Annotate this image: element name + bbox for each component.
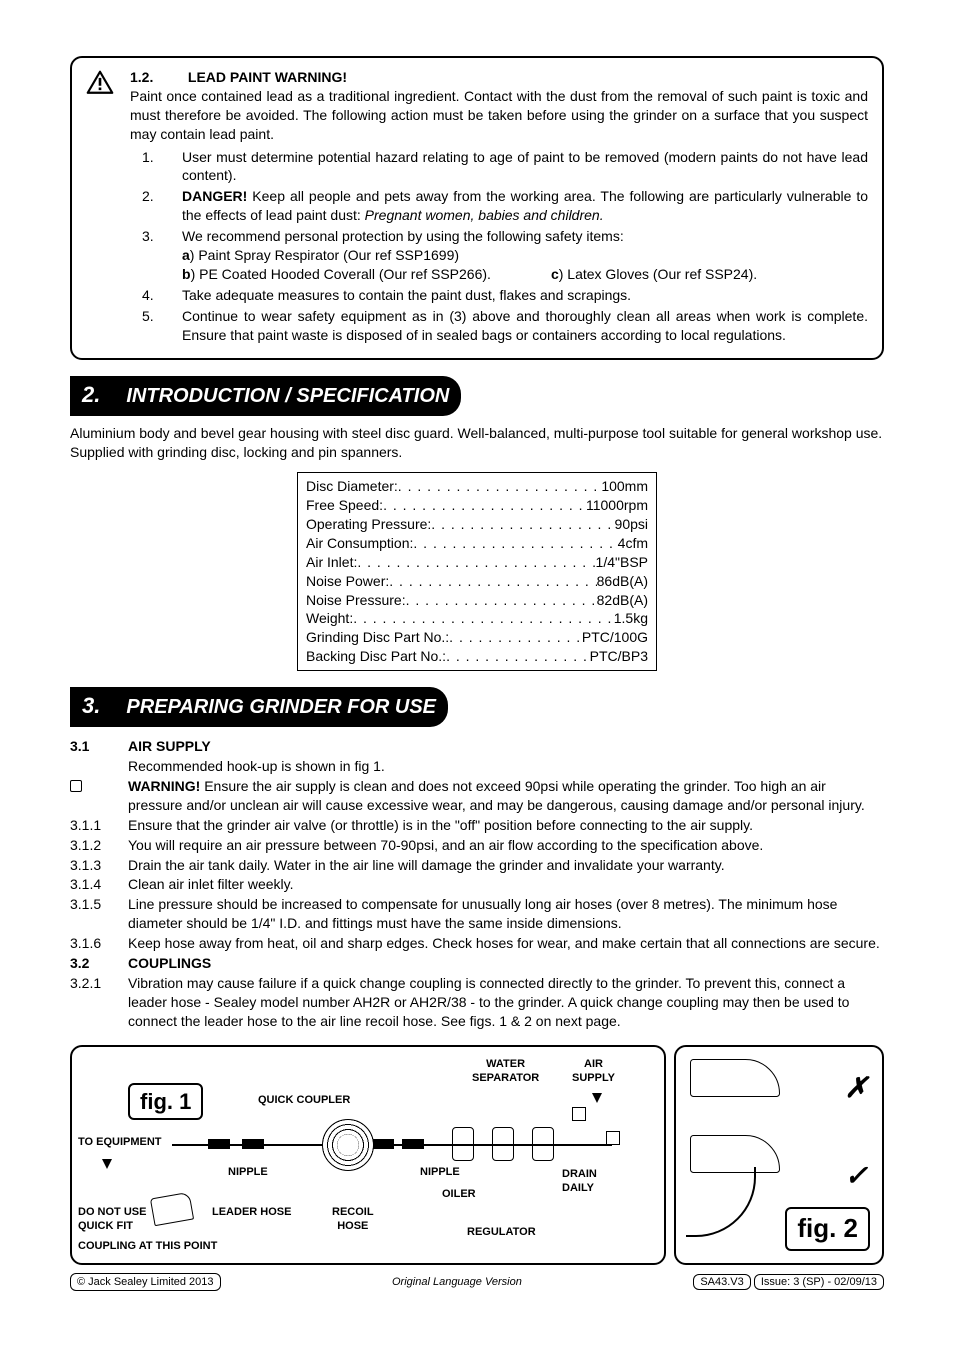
- warning-heading: 1.2. LEAD PAINT WARNING!: [130, 68, 868, 87]
- figure-2-label: fig. 2: [785, 1207, 870, 1250]
- fig1-quick-fit: QUICK FIT: [78, 1219, 133, 1234]
- spec-row: Free Speed: . . . . . . . . . . . . . . …: [306, 496, 648, 515]
- fig1-nipple: NIPPLE: [228, 1165, 268, 1180]
- spec-row: Air Consumption: . . . . . . . . . . . .…: [306, 534, 648, 553]
- fig1-air-supply: AIR SUPPLY: [572, 1057, 615, 1087]
- fig1-to-equipment: TO EQUIPMENT: [78, 1135, 162, 1150]
- line: 3.1.5Line pressure should be increased t…: [70, 895, 884, 933]
- footer-issue: SA43.V3 Issue: 3 (SP) - 02/09/13: [693, 1275, 884, 1290]
- figure-1-label: fig. 1: [128, 1083, 203, 1121]
- specification-table: Disc Diameter: . . . . . . . . . . . . .…: [297, 472, 657, 671]
- checkbox-icon: [70, 780, 82, 792]
- spec-row: Noise Power: . . . . . . . . . . . . . .…: [306, 572, 648, 591]
- warning-item: 5. Continue to wear safety equipment as …: [130, 307, 868, 347]
- fig1-regulator: REGULATOR: [467, 1225, 536, 1240]
- spec-row: Operating Pressure: . . . . . . . . . . …: [306, 515, 648, 534]
- warning-item: 4. Take adequate measures to contain the…: [130, 286, 868, 307]
- figure-2: ✗ ✓ fig. 2: [674, 1045, 884, 1265]
- fig1-recoil-hose: RECOIL HOSE: [332, 1205, 374, 1235]
- spec-row: Grinding Disc Part No.: . . . . . . . . …: [306, 628, 648, 647]
- fig1-do-not-use: DO NOT USE: [78, 1205, 146, 1220]
- fig1-water-separator: WATER SEPARATOR: [472, 1057, 539, 1087]
- line-3-2-1: 3.2.1 Vibration may cause failure if a q…: [70, 974, 884, 1031]
- spec-row: Disc Diameter: . . . . . . . . . . . . .…: [306, 477, 648, 496]
- figure-area: fig. 1 QUICK COUPLER WATER SEPARATOR AIR…: [70, 1045, 884, 1265]
- spec-row: Noise Pressure: . . . . . . . . . . . . …: [306, 591, 648, 610]
- spec-row: Air Inlet: . . . . . . . . . . . . . . .…: [306, 553, 648, 572]
- figure-1: fig. 1 QUICK COUPLER WATER SEPARATOR AIR…: [70, 1045, 666, 1265]
- fig1-nipple: NIPPLE: [420, 1165, 460, 1180]
- footer-copyright: © Jack Sealey Limited 2013: [70, 1273, 221, 1292]
- warning-item: 3. We recommend personal protection by u…: [130, 227, 868, 286]
- page-footer: © Jack Sealey Limited 2013 Original Lang…: [70, 1273, 884, 1292]
- warning-line: WARNING! Ensure the air supply is clean …: [70, 777, 884, 815]
- fig2-check-icon: ✓: [845, 1157, 868, 1195]
- line: 3.1.6Keep hose away from heat, oil and s…: [70, 934, 884, 953]
- section-2-intro: Aluminium body and bevel gear housing wi…: [70, 424, 884, 462]
- warning-item: 2. DANGER! Keep all people and pets away…: [130, 187, 868, 227]
- fig1-leader-hose: LEADER HOSE: [212, 1205, 291, 1220]
- subsection-3-2: 3.2 COUPLINGS: [70, 954, 884, 973]
- warning-intro: Paint once contained lead as a tradition…: [130, 87, 868, 144]
- subsection-3-1: 3.1 AIR SUPPLY: [70, 737, 884, 756]
- fig1-oiler: OILER: [442, 1187, 476, 1202]
- spec-row: Weight: . . . . . . . . . . . . . . . . …: [306, 609, 648, 628]
- fig1-quick-coupler: QUICK COUPLER: [258, 1093, 350, 1108]
- fig2-x-icon: ✗: [845, 1069, 868, 1107]
- spec-row: Backing Disc Part No.: . . . . . . . . .…: [306, 647, 648, 666]
- line: 3.1.4Clean air inlet filter weekly.: [70, 875, 884, 894]
- line: Recommended hook-up is shown in fig 1.: [70, 757, 884, 776]
- footer-version: Original Language Version: [392, 1275, 522, 1290]
- fig1-drain-daily: DRAIN DAILY: [562, 1167, 597, 1197]
- line: 3.1.3Drain the air tank daily. Water in …: [70, 856, 884, 875]
- line: 3.1.1Ensure that the grinder air valve (…: [70, 816, 884, 835]
- line: 3.1.2You will require an air pressure be…: [70, 836, 884, 855]
- section-3-heading: 3. PREPARING GRINDER FOR USE: [70, 687, 448, 727]
- section-2-heading: 2. INTRODUCTION / SPECIFICATION: [70, 376, 461, 416]
- fig1-coupling-line: COUPLING AT THIS POINT: [78, 1239, 217, 1254]
- warning-item: 1. User must determine potential hazard …: [130, 148, 868, 188]
- lead-paint-warning-box: 1.2. LEAD PAINT WARNING! Paint once cont…: [70, 56, 884, 360]
- warning-number: 1.2.: [130, 68, 184, 87]
- warning-list: 1. User must determine potential hazard …: [130, 148, 868, 347]
- warning-title: LEAD PAINT WARNING!: [188, 69, 347, 85]
- warning-triangle-icon: [86, 70, 114, 96]
